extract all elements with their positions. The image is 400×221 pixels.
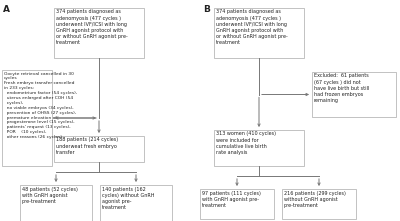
Text: A: A [3, 5, 10, 14]
Text: 48 patients (52 cycles)
with GnRH agonist
pre-treatment: 48 patients (52 cycles) with GnRH agonis… [22, 187, 77, 204]
FancyBboxPatch shape [2, 70, 52, 166]
FancyBboxPatch shape [312, 72, 396, 117]
Text: B: B [203, 5, 210, 14]
FancyBboxPatch shape [54, 8, 144, 58]
Text: Oocyte retrieval cancelled in 30
cycles
Fresh embryo transfer cancelled
in 233 c: Oocyte retrieval cancelled in 30 cycles … [4, 72, 77, 139]
FancyBboxPatch shape [100, 185, 172, 221]
Text: 216 patients (299 cycles)
without GnRH agonist
pre-treatment: 216 patients (299 cycles) without GnRH a… [284, 191, 345, 208]
FancyBboxPatch shape [214, 8, 304, 58]
Text: 140 patients (162
cycles) without GnRH
agonist pre-
treatment: 140 patients (162 cycles) without GnRH a… [102, 187, 154, 210]
FancyBboxPatch shape [282, 189, 356, 219]
Text: 313 women (410 cycles)
were included for
cumulative live birth
rate analysis: 313 women (410 cycles) were included for… [216, 131, 276, 155]
Text: 374 patients diagnosed as
adenomyosis (477 cycles )
underwent IVF/ICSI with long: 374 patients diagnosed as adenomyosis (4… [216, 10, 287, 46]
FancyBboxPatch shape [54, 136, 144, 162]
Text: 188 patients (214 cycles)
underweat fresh embryo
transfer: 188 patients (214 cycles) underweat fres… [56, 137, 118, 155]
FancyBboxPatch shape [20, 185, 92, 221]
Text: 374 patients diagnosed as
adenomyosis (477 cycles )
underwent IVF/ICSI with long: 374 patients diagnosed as adenomyosis (4… [56, 10, 127, 46]
FancyBboxPatch shape [214, 130, 304, 166]
FancyBboxPatch shape [200, 189, 274, 219]
Text: Excluded:  61 patients
(67 cycles ) did not
have live birth but still
had frozen: Excluded: 61 patients (67 cycles ) did n… [314, 74, 369, 103]
Text: 97 patients (111 cycles)
with GnRH agonist pre-
treatment: 97 patients (111 cycles) with GnRH agoni… [202, 191, 260, 208]
